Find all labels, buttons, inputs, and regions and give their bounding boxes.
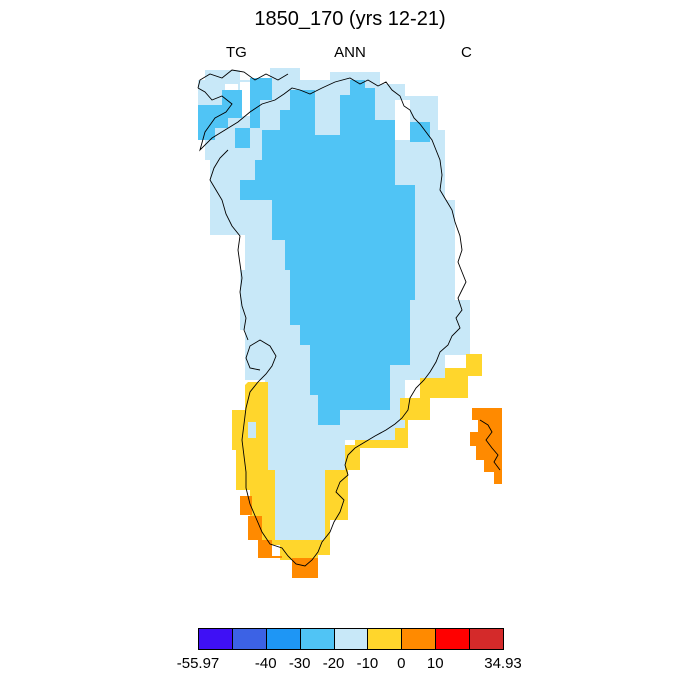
colorbar-swatch: [469, 628, 504, 650]
colorbar-swatch: [265, 628, 301, 650]
units-label: C: [461, 44, 472, 61]
colorbar-swatch: [198, 628, 233, 650]
colorbar-tick-label: -30: [288, 655, 311, 672]
colorbar-swatch: [367, 628, 403, 650]
variable-label: TG: [226, 44, 247, 61]
region-yellow: [232, 354, 482, 565]
colorbar-tick-label: 34.93: [484, 655, 522, 672]
colorbar-tick-label: 10: [426, 655, 444, 672]
map-title: 1850_170 (yrs 12-21): [254, 8, 446, 30]
colorbar-swatch: [231, 628, 267, 650]
colorbar-swatch: [299, 628, 335, 650]
colorbar-tick-label: -20: [322, 655, 345, 672]
colorbar-tick-label: 0: [397, 655, 406, 672]
period-label: ANN: [334, 44, 366, 61]
colorbar-tick-label: -10: [356, 655, 379, 672]
colorbar-tick-label: -55.97: [176, 655, 220, 672]
coastline: [197, 69, 501, 567]
colorbar-tick-label: -40: [254, 655, 277, 672]
colorbar-swatch: [435, 628, 471, 650]
colorbar-swatch: [401, 628, 437, 650]
colorbar-swatch: [333, 628, 369, 650]
